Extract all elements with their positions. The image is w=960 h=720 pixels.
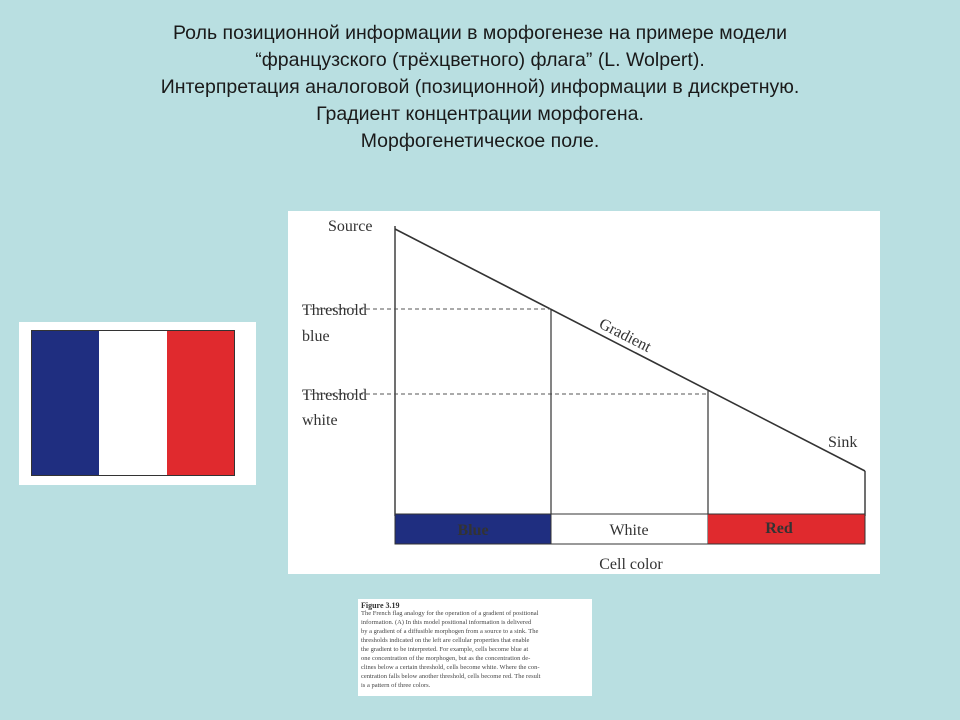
diagram-svg: Blue White Red Source Threshold blue Thr… <box>302 218 866 573</box>
band-label-red: Red <box>765 520 793 537</box>
flag-stripe-white <box>99 330 167 476</box>
caption-heading: Figure 3.19 <box>361 601 400 610</box>
gradient-line <box>394 228 866 472</box>
french-flag-image <box>19 322 256 485</box>
figure-caption: Figure 3.19 The French flag analogy for … <box>358 599 592 696</box>
flag-stripe-blue <box>31 330 99 476</box>
caption-line: is a pattern of three colors. <box>361 682 431 689</box>
title-line: Градиент концентрации морфогена. <box>316 103 644 125</box>
title-line: Морфогенетическое поле. <box>360 130 600 152</box>
band-red <box>708 514 865 544</box>
title-line: Роль позиционной информации в морфогенез… <box>173 22 787 44</box>
caption-line: clines below a certain threshold, cells … <box>361 664 540 671</box>
caption-line: The French flag analogy for the operatio… <box>361 610 539 617</box>
cell-color-label: Cell color <box>599 556 663 573</box>
sink-label: Sink <box>828 434 857 451</box>
threshold-white-label-1: Threshold <box>302 387 367 404</box>
flag-stripe-red <box>167 330 235 476</box>
gradient-diagram: Blue White Red Source Threshold blue Thr… <box>288 211 880 574</box>
caption-line: information. (A) In this model positiona… <box>361 619 532 626</box>
threshold-blue-label-2: blue <box>302 328 330 345</box>
gradient-label: Gradient <box>596 315 654 356</box>
threshold-white-label-2: white <box>302 412 338 429</box>
title-line: “французского (трёхцветного) флага” (L. … <box>255 49 705 71</box>
band-outline <box>394 513 866 545</box>
caption-line: centration falls below another threshold… <box>361 673 541 680</box>
caption-line: thresholds indicated on the left are cel… <box>361 637 530 644</box>
band-label-blue: Blue <box>457 522 488 539</box>
flag-border <box>31 330 235 476</box>
title-line: Интерпретация аналоговой (позиционной) и… <box>160 76 800 98</box>
caption-line: the gradient to be interpreted. For exam… <box>361 646 529 653</box>
slide-title: Роль позиционной информации в морфогенез… <box>0 20 960 155</box>
band-blue <box>395 514 551 544</box>
band-label-white: White <box>609 522 648 539</box>
caption-line: one concentration of the morphogen, but … <box>361 655 531 662</box>
caption-line: by a gradient of a diffusible morphogen … <box>361 628 539 635</box>
threshold-blue-label-1: Threshold <box>302 302 367 319</box>
source-label: Source <box>328 218 372 235</box>
